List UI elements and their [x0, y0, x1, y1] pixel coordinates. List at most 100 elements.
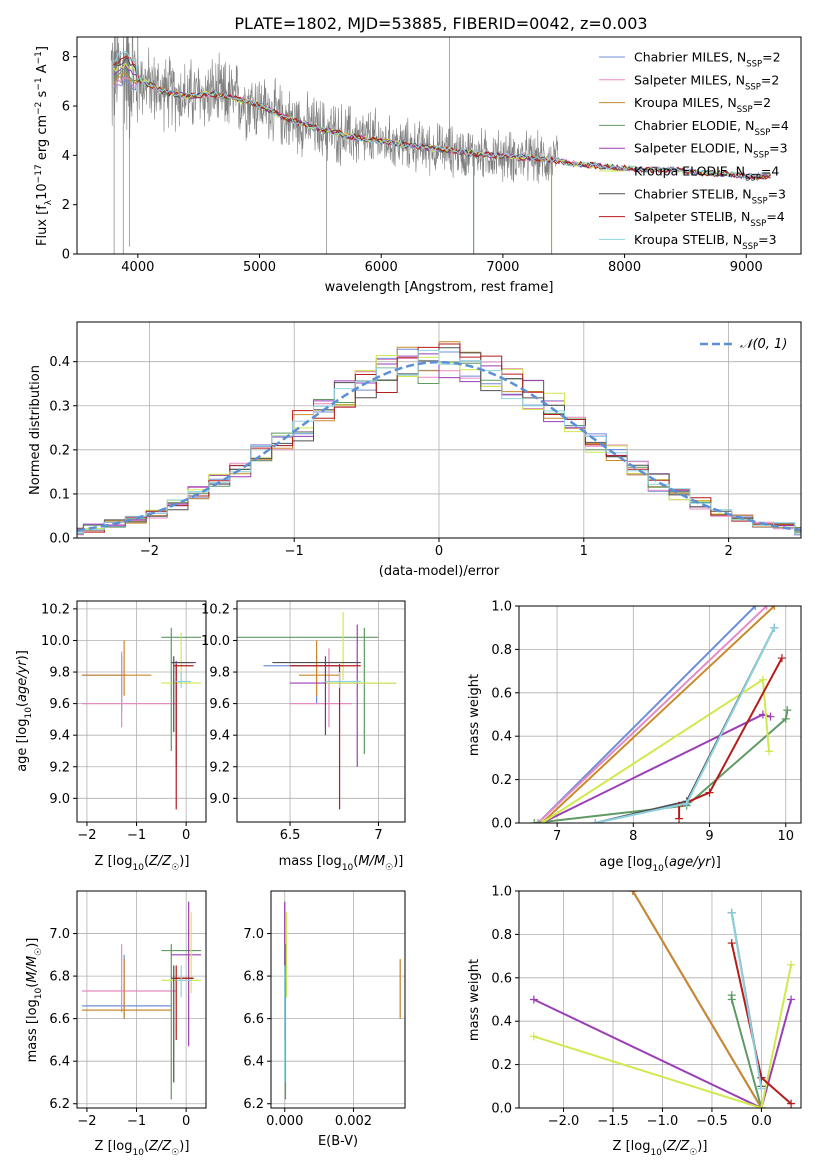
label-part: mass weight	[467, 674, 482, 756]
x-tick-label: 8000	[608, 260, 641, 275]
label-part: 10	[24, 707, 34, 719]
y-tick-label: 10.0	[201, 634, 230, 649]
y-tick-label: 10.0	[41, 634, 70, 649]
y-tick-label: 6.4	[243, 1055, 264, 1070]
legend-label: Salpeter STELIB, NSSP=4	[634, 209, 785, 229]
y-tick-label: 0	[62, 248, 70, 263]
x-tick-label: 7	[374, 828, 382, 843]
legend-sub: SSP	[745, 174, 761, 184]
weight-marker	[537, 819, 546, 823]
label-part: )]	[179, 1139, 189, 1154]
weight-marker	[529, 995, 538, 1004]
y-tick-label: 6.4	[49, 1055, 70, 1070]
x-axis-label: wavelength [Angstrom, rest frame]	[325, 280, 554, 295]
legend-label: Kroupa MILES, NSSP=2	[634, 95, 771, 115]
weight-marker	[766, 712, 775, 721]
legend-value: =4	[761, 164, 779, 179]
label-part: 10	[132, 1148, 144, 1158]
y-tick-label: 10.2	[201, 602, 230, 617]
y-tick-label: 9.6	[49, 697, 70, 712]
legend-label: Kroupa STELIB, NSSP=3	[634, 232, 777, 252]
label-part: −17	[34, 164, 44, 183]
label-part: (	[144, 854, 149, 869]
label-part: 10	[34, 987, 44, 999]
y-tick-label: 0.0	[491, 1102, 512, 1117]
x-tick-label: 10	[777, 829, 794, 844]
axes-frame	[76, 600, 207, 823]
label-part: Flux [f	[35, 205, 50, 246]
y-tick-label: 0.6	[491, 971, 512, 986]
label-part: Z [log	[613, 1139, 651, 1154]
legend-sub: SSP	[754, 128, 770, 138]
plot-area-weight_vs_age	[519, 606, 801, 823]
legend-value: =3	[768, 186, 786, 201]
y-axis-label: age [log10(age/yr)]	[15, 650, 34, 772]
x-tick-label: −2	[77, 828, 96, 843]
x-axis-label: Z [log10(Z/Z☉)]	[613, 1139, 708, 1158]
model-fit-line	[113, 56, 771, 180]
axes-spectrum: 4000 5000 6000 7000 8000 9000 0 2 4 6 8 wavelength …	[34, 36, 802, 295]
x-tick-label: 0	[182, 828, 190, 843]
weight-marker	[727, 991, 736, 1000]
model-fit-line	[113, 57, 771, 180]
label-part: age [log	[15, 719, 30, 772]
x-tick-label: 6000	[365, 260, 398, 275]
y-tick-label: 0.4	[491, 1015, 512, 1030]
label-part: Normed distribution	[28, 365, 43, 495]
weight-marker	[770, 606, 779, 610]
weight-line	[537, 606, 757, 823]
weight-marker	[529, 1032, 538, 1041]
label-part: mass [log	[279, 854, 342, 869]
axes-weight_vs_Z: −2.0 −1.5 −1.0 −0.5 0.0 0.0 0.2 0.4 0.6 0.8 1.0 Z […	[467, 885, 802, 1158]
label-part: (	[662, 1139, 667, 1154]
legend-name: Chabrier ELODIE, N	[634, 118, 754, 133]
x-tick-label: 9	[705, 829, 713, 844]
weight-line	[541, 678, 770, 823]
x-tick-label: 7	[553, 829, 561, 844]
legend-sub: SSP	[753, 151, 769, 161]
label-part: erg cm	[35, 115, 50, 164]
label-part: )]	[15, 650, 30, 660]
plot-area-weight_vs_Z	[519, 891, 801, 1108]
label-part: ☉	[171, 1148, 179, 1158]
label-part: M/M	[25, 956, 40, 983]
legend-label: Salpeter ELODIE, NSSP=3	[634, 141, 788, 161]
weight-marker	[770, 623, 779, 632]
y-tick-label: 2	[62, 198, 70, 213]
y-tick-label: 1.0	[491, 600, 512, 615]
label-part: −1	[34, 77, 44, 90]
y-tick-label: 10.2	[41, 602, 70, 617]
x-axis-label: (data-model)/error	[379, 564, 500, 579]
weight-line	[678, 657, 783, 819]
legend-name: Kroupa STELIB, N	[634, 232, 742, 247]
legend-label: Chabrier STELIB, NSSP=3	[634, 186, 786, 206]
legend-label: Kroupa ELODIE, NSSP=4	[634, 164, 779, 184]
label-part: mass [log	[25, 999, 40, 1062]
weight-line	[594, 627, 776, 823]
y-tick-label: 0.2	[491, 1058, 512, 1073]
label-part: mass weight	[467, 959, 482, 1041]
weight-line	[594, 627, 776, 823]
x-tick-label: 4000	[121, 260, 154, 275]
label-part: ☉	[689, 1148, 697, 1158]
y-tick-label: 0.0	[49, 532, 70, 547]
y-tick-label: 9.6	[209, 697, 230, 712]
y-tick-label: 9.2	[49, 760, 70, 775]
axes-frame	[270, 890, 406, 1109]
weight-line	[533, 964, 793, 1108]
legend-sub: SSP	[742, 242, 758, 252]
y-axis-label: mass weight	[467, 674, 482, 756]
x-tick-label: −2	[77, 1114, 96, 1129]
y-tick-label: 6.2	[49, 1097, 70, 1112]
legend-name: Salpeter ELODIE, N	[634, 141, 753, 156]
y-tick-label: 9.0	[209, 792, 230, 807]
y-tick-label: 6.8	[243, 970, 264, 985]
legend-value: =2	[762, 50, 780, 65]
plot-area-spectrum	[110, 37, 771, 254]
legend-label: 𝒩(0, 1)	[740, 337, 787, 352]
weight-marker	[762, 606, 771, 610]
label-part: )]	[711, 855, 721, 870]
label-part: age/yr	[15, 659, 30, 702]
x-tick-label: 0.002	[335, 1114, 372, 1129]
